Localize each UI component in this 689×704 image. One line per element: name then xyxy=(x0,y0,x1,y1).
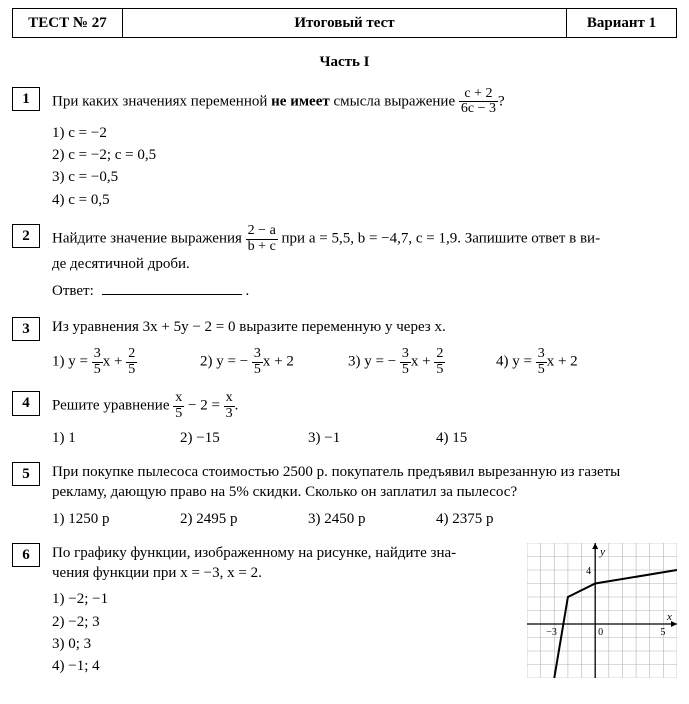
q6-graph: y x 0 5 −3 4 xyxy=(527,543,677,678)
header-variant: Вариант 1 xyxy=(567,9,677,38)
svg-text:4: 4 xyxy=(586,566,591,577)
question-body: При каких значениях переменной не имеет … xyxy=(52,87,677,117)
q1-opt-1[interactable]: 1) c = −2 xyxy=(52,123,677,143)
q4-options: 1) 1 2) −15 3) −1 4) 15 xyxy=(52,428,677,448)
q3-opt-2[interactable]: 2) y = − 35x + 2 xyxy=(200,347,330,377)
question-number: 1 xyxy=(12,87,40,111)
q4-opt-3[interactable]: 3) −1 xyxy=(308,428,418,448)
svg-text:y: y xyxy=(599,546,605,558)
svg-text:−3: −3 xyxy=(546,627,557,638)
q3-opt-4[interactable]: 4) y = 35x + 2 xyxy=(496,347,626,377)
svg-text:0: 0 xyxy=(598,627,603,638)
q4-frac2: x3 xyxy=(224,391,235,421)
q2-answer-end: . xyxy=(246,283,250,299)
svg-text:x: x xyxy=(666,611,672,623)
q1-end: ? xyxy=(498,93,505,109)
q1-opt-3[interactable]: 3) c = −0,5 xyxy=(52,167,677,187)
q6-line2: чения функции при x = −3, x = 2. xyxy=(52,565,262,581)
question-6: 6 По графику функции, изображенному на р… xyxy=(12,543,677,691)
question-1: 1 При каких значениях переменной не имее… xyxy=(12,87,677,117)
header-title: Итоговый тест xyxy=(123,9,567,38)
q4-opt-1[interactable]: 1) 1 xyxy=(52,428,162,448)
q1-opt-4[interactable]: 4) c = 0,5 xyxy=(52,190,677,210)
part-title: Часть I xyxy=(12,52,677,72)
q5-opt-2[interactable]: 2) 2495 р xyxy=(180,509,290,529)
q5-line2: рекламу, дающую право на 5% скидки. Скол… xyxy=(52,484,517,500)
q2-b: при a = 5,5, b = −4,7, c = 1,9. Запишите… xyxy=(282,231,601,247)
svg-text:5: 5 xyxy=(660,627,665,638)
q1-prompt-b: не имеет xyxy=(271,93,330,109)
header-test-number: ТЕСТ № 27 xyxy=(13,9,123,38)
q4-opt-2[interactable]: 2) −15 xyxy=(180,428,290,448)
q5-line1: При покупке пылесоса стоимостью 2500 р. … xyxy=(52,464,620,480)
q3-opt-1[interactable]: 1) y = 35x + 25 xyxy=(52,347,182,377)
q5-opt-1[interactable]: 1) 1250 р xyxy=(52,509,162,529)
question-body: Решите уравнение x5 − 2 = x3. xyxy=(52,391,677,421)
q4-opt-4[interactable]: 4) 15 xyxy=(436,428,546,448)
q2-answer-input[interactable] xyxy=(102,281,242,295)
question-3: 3 Из уравнения 3x + 5y − 2 = 0 выразите … xyxy=(12,317,677,341)
q5-opt-3[interactable]: 3) 2450 р xyxy=(308,509,418,529)
q4-a: Решите уравнение xyxy=(52,398,173,414)
question-body: Найдите значение выражения 2 − ab + c пр… xyxy=(52,224,677,301)
question-body: При покупке пылесоса стоимостью 2500 р. … xyxy=(52,462,677,503)
q2-fraction: 2 − ab + c xyxy=(246,224,278,254)
q3-prompt: Из уравнения 3x + 5y − 2 = 0 выразите пе… xyxy=(52,317,677,337)
q4-mid: − 2 = xyxy=(188,398,224,414)
q2-answer-label: Ответ: xyxy=(52,283,94,299)
q6-opt-2[interactable]: 2) −2; 3 xyxy=(52,612,515,632)
question-body: По графику функции, изображенному на рис… xyxy=(52,543,677,691)
q5-opt-4[interactable]: 4) 2375 р xyxy=(436,509,546,529)
question-number: 5 xyxy=(12,462,40,486)
q6-opt-1[interactable]: 1) −2; −1 xyxy=(52,589,515,609)
q1-opt-2[interactable]: 2) c = −2; c = 0,5 xyxy=(52,145,677,165)
q4-frac1: x5 xyxy=(173,391,184,421)
q2-c: де десятичной дроби. xyxy=(52,256,190,272)
question-number: 6 xyxy=(12,543,40,567)
q1-prompt-c: смысла выражение xyxy=(330,93,459,109)
question-4: 4 Решите уравнение x5 − 2 = x3. xyxy=(12,391,677,421)
question-number: 4 xyxy=(12,391,40,415)
q1-prompt-a: При каких значениях переменной xyxy=(52,93,271,109)
question-number: 3 xyxy=(12,317,40,341)
question-5: 5 При покупке пылесоса стоимостью 2500 р… xyxy=(12,462,677,503)
q1-fraction: c + 26c − 3 xyxy=(459,87,498,117)
q6-line1: По графику функции, изображенному на рис… xyxy=(52,545,456,561)
header-table: ТЕСТ № 27 Итоговый тест Вариант 1 xyxy=(12,8,677,38)
q5-options: 1) 1250 р 2) 2495 р 3) 2450 р 4) 2375 р xyxy=(52,509,677,529)
q3-options: 1) y = 35x + 25 2) y = − 35x + 2 3) y = … xyxy=(52,347,677,377)
q6-opt-4[interactable]: 4) −1; 4 xyxy=(52,656,515,676)
q2-a: Найдите значение выражения xyxy=(52,231,246,247)
q6-opt-3[interactable]: 3) 0; 3 xyxy=(52,634,515,654)
question-number: 2 xyxy=(12,224,40,248)
q3-opt-3[interactable]: 3) y = − 35x + 25 xyxy=(348,347,478,377)
question-2: 2 Найдите значение выражения 2 − ab + c … xyxy=(12,224,677,301)
q1-options: 1) c = −2 2) c = −2; c = 0,5 3) c = −0,5… xyxy=(52,123,677,210)
